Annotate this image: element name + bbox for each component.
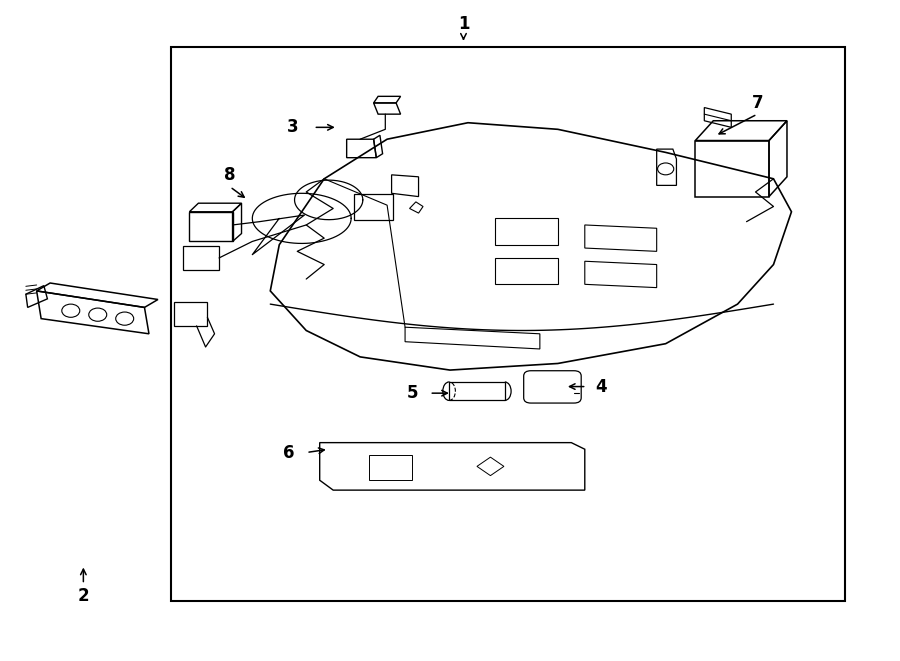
Bar [369, 455, 412, 480]
Text: 3: 3 [287, 118, 299, 136]
Text: 5: 5 [407, 384, 418, 402]
Text: 6: 6 [283, 444, 294, 461]
Text: 8: 8 [224, 167, 236, 184]
Bar [171, 47, 845, 601]
Text: 2: 2 [77, 587, 89, 605]
Text: 4: 4 [595, 377, 607, 395]
Text: 7: 7 [752, 94, 763, 112]
Text: 1: 1 [458, 15, 469, 33]
Bar [449, 382, 505, 401]
